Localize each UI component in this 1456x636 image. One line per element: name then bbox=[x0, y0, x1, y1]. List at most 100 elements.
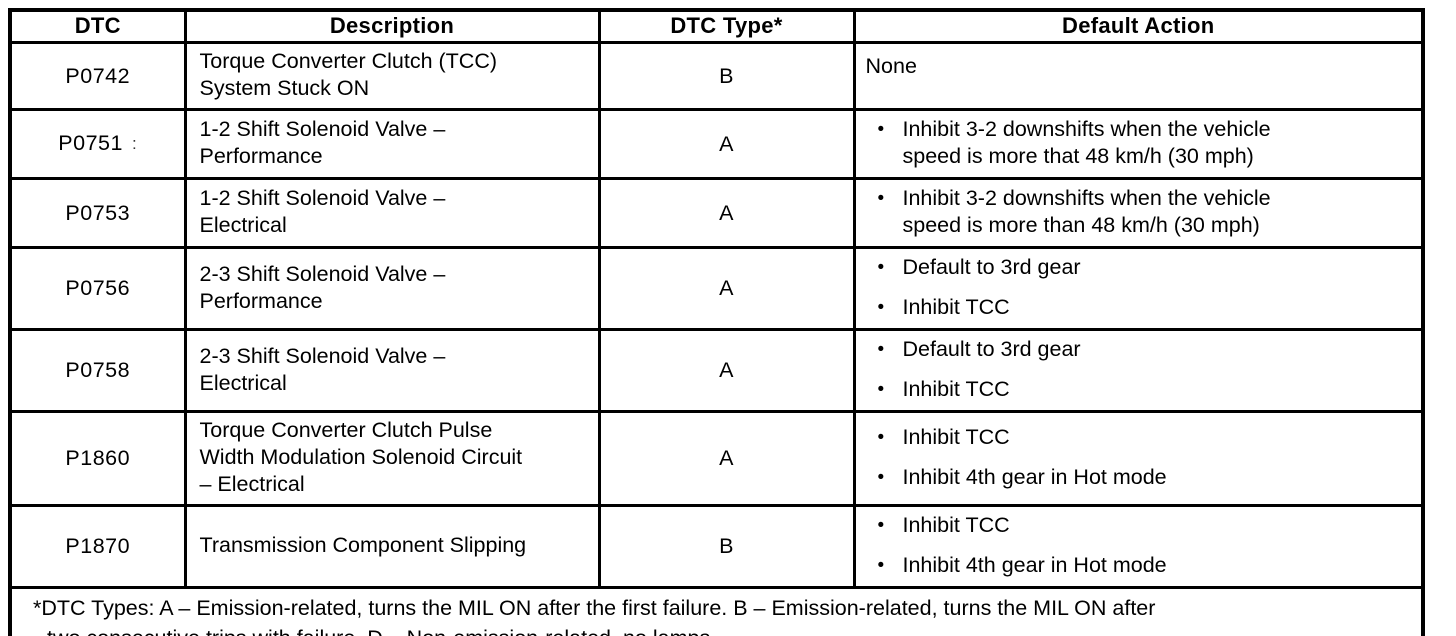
description-line: – Electrical bbox=[199, 472, 305, 496]
description-line: Electrical bbox=[199, 370, 287, 395]
action-text: speed is more that 48 km/h (30 mph) bbox=[902, 144, 1254, 168]
dtc-code-cell: P0751: bbox=[8, 108, 187, 180]
default-action-cell: • Inhibit 3-2 downshifts when the vehicl… bbox=[852, 177, 1425, 249]
bullet-icon: • bbox=[877, 467, 885, 488]
action-text: Inhibit TCC bbox=[902, 425, 1010, 449]
description-cell: 1-2 Shift Solenoid Valve – Performance bbox=[183, 108, 601, 180]
dtc-code-cell: P1860 bbox=[8, 410, 187, 507]
description-line: 1-2 Shift Solenoid Valve – bbox=[199, 117, 446, 141]
bullet-icon: • bbox=[877, 119, 885, 140]
dtc-code: P0751 bbox=[58, 131, 123, 155]
action-item: • Inhibit TCC bbox=[866, 512, 1414, 539]
column-header-description: Description bbox=[183, 8, 601, 44]
action-text: Inhibit TCC bbox=[902, 377, 1010, 401]
dtc-code-cell: P0758 bbox=[8, 328, 187, 413]
action-text: Default to 3rd gear bbox=[902, 337, 1081, 361]
dtc-type-cell: A bbox=[597, 410, 856, 507]
bullet-icon: • bbox=[877, 515, 885, 536]
action-text: Default to 3rd gear bbox=[902, 255, 1081, 279]
dtc-type-cell: B bbox=[597, 41, 856, 111]
dtc-code-cell: P1870 bbox=[8, 504, 187, 589]
dtc-code: P1860 bbox=[65, 446, 131, 470]
description-line: Torque Converter Clutch Pulse bbox=[199, 418, 493, 442]
action-item: • Inhibit TCC bbox=[866, 424, 1414, 451]
footnote-cell: *DTC Types: A – Emission-related, turns … bbox=[8, 586, 1425, 636]
description-line: System Stuck ON bbox=[199, 76, 370, 100]
action-item: • Inhibit 4th gear in Hot mode bbox=[866, 552, 1414, 579]
description-line: Width Modulation Solenoid Circuit bbox=[199, 445, 523, 469]
dtc-code: P0756 bbox=[65, 276, 131, 300]
description-cell: Torque Converter Clutch (TCC) System Stu… bbox=[183, 41, 601, 111]
bullet-icon: • bbox=[877, 257, 885, 278]
action-text: Inhibit 3-2 downshifts when the vehicle bbox=[902, 117, 1271, 141]
description-cell: 2-3 Shift Solenoid Valve – Electrical bbox=[183, 328, 601, 413]
table-row: P0758 2-3 Shift Solenoid Valve – Electri… bbox=[8, 328, 1425, 413]
column-header-dtc: DTC bbox=[8, 8, 187, 44]
bullet-icon: • bbox=[877, 339, 885, 360]
table-row: P1870 Transmission Component Slipping B … bbox=[8, 504, 1425, 589]
action-item: None bbox=[866, 53, 1414, 80]
description-cell: Torque Converter Clutch Pulse Width Modu… bbox=[183, 410, 601, 507]
action-text: Inhibit 4th gear in Hot mode bbox=[902, 553, 1167, 577]
action-item: • Inhibit TCC bbox=[866, 294, 1414, 321]
scan-artifact: : bbox=[131, 134, 138, 153]
description-line: 1-2 Shift Solenoid Valve – bbox=[199, 186, 446, 210]
dtc-type-cell: A bbox=[597, 108, 856, 180]
description-line: Performance bbox=[199, 144, 323, 168]
action-item: • Inhibit 3-2 downshifts when the vehicl… bbox=[866, 116, 1414, 170]
table-row: P0742 Torque Converter Clutch (TCC) Syst… bbox=[8, 41, 1425, 111]
footnote-line: two consecutive trips with failure. D – … bbox=[33, 623, 1411, 636]
column-header-default-action: Default Action bbox=[852, 8, 1425, 44]
action-text: Inhibit TCC bbox=[902, 295, 1010, 319]
column-header-dtc-type: DTC Type* bbox=[597, 8, 856, 44]
bullet-icon: • bbox=[877, 188, 885, 209]
table-row: P0753 1-2 Shift Solenoid Valve – Electri… bbox=[8, 177, 1425, 249]
dtc-type-cell: B bbox=[597, 504, 856, 589]
description-line: Performance bbox=[199, 288, 323, 313]
description-cell: Transmission Component Slipping bbox=[183, 504, 601, 589]
description-line: 2-3 Shift Solenoid Valve – bbox=[199, 261, 446, 286]
description-cell: 2-3 Shift Solenoid Valve – Performance bbox=[183, 246, 601, 331]
action-text: speed is more than 48 km/h (30 mph) bbox=[902, 213, 1260, 237]
description-line: Electrical bbox=[199, 213, 287, 237]
dtc-type-cell: A bbox=[597, 177, 856, 249]
description-line: 2-3 Shift Solenoid Valve – bbox=[199, 343, 446, 368]
default-action-cell: • Default to 3rd gear • Inhibit TCC bbox=[852, 246, 1425, 331]
bullet-icon: • bbox=[877, 379, 885, 400]
action-item: • Default to 3rd gear bbox=[866, 254, 1414, 281]
dtc-code-cell: P0753 bbox=[8, 177, 187, 249]
action-text: None bbox=[865, 54, 917, 78]
action-item: • Inhibit 4th gear in Hot mode bbox=[866, 464, 1414, 491]
bullet-icon: • bbox=[877, 427, 885, 448]
table-row: P0756 2-3 Shift Solenoid Valve – Perform… bbox=[8, 246, 1425, 331]
dtc-type-cell: A bbox=[597, 328, 856, 413]
default-action-cell: • Inhibit TCC • Inhibit 4th gear in Hot … bbox=[852, 410, 1425, 507]
action-item: • Inhibit 3-2 downshifts when the vehicl… bbox=[866, 185, 1414, 239]
bullet-icon: • bbox=[877, 297, 885, 318]
default-action-cell: • Inhibit 3-2 downshifts when the vehicl… bbox=[852, 108, 1425, 180]
action-text: Inhibit 3-2 downshifts when the vehicle bbox=[902, 186, 1271, 210]
dtc-type-cell: A bbox=[597, 246, 856, 331]
footnote-line: *DTC Types: A – Emission-related, turns … bbox=[33, 596, 1156, 620]
dtc-code: P0742 bbox=[65, 63, 131, 88]
table-header-row: DTC Description DTC Type* Default Action bbox=[8, 8, 1425, 44]
action-item: • Inhibit TCC bbox=[866, 376, 1414, 403]
description-cell: 1-2 Shift Solenoid Valve – Electrical bbox=[183, 177, 601, 249]
dtc-code: P1870 bbox=[65, 534, 131, 558]
dtc-table: DTC Description DTC Type* Default Action… bbox=[8, 8, 1425, 636]
action-text: Inhibit 4th gear in Hot mode bbox=[902, 465, 1167, 489]
footnote-row: *DTC Types: A – Emission-related, turns … bbox=[8, 586, 1425, 636]
dtc-code-cell: P0742 bbox=[8, 41, 187, 111]
action-item: • Default to 3rd gear bbox=[866, 336, 1414, 363]
default-action-cell: • Default to 3rd gear • Inhibit TCC bbox=[852, 328, 1425, 413]
default-action-cell: • Inhibit TCC • Inhibit 4th gear in Hot … bbox=[852, 504, 1425, 589]
bullet-icon: • bbox=[877, 555, 885, 576]
table-row: P1860 Torque Converter Clutch Pulse Widt… bbox=[8, 410, 1425, 507]
action-text: Inhibit TCC bbox=[902, 513, 1010, 537]
default-action-cell: None bbox=[852, 41, 1425, 111]
dtc-code-cell: P0756 bbox=[8, 246, 187, 331]
dtc-code: P0753 bbox=[65, 200, 131, 225]
table-row: P0751: 1-2 Shift Solenoid Valve – Perfor… bbox=[8, 108, 1425, 180]
description-line: Transmission Component Slipping bbox=[199, 533, 527, 557]
